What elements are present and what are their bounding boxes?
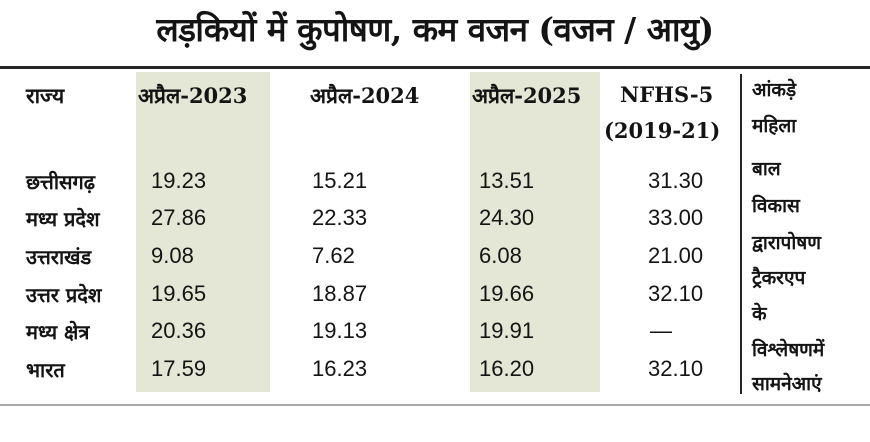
header-state: राज्य — [26, 83, 65, 108]
value-april-2024: 16.23 — [312, 356, 368, 381]
value-nfhs5: 21.00 — [648, 243, 704, 268]
value-nfhs5: 32.10 — [648, 356, 704, 381]
value-april-2023: 27.86 — [151, 205, 207, 230]
header-april-2023: अप्रैल-2023 — [138, 83, 248, 108]
page-title: लड़कियों में कुपोषण, कम वजन (वजन / आयु) — [156, 10, 714, 49]
column-highlight-2023 — [136, 72, 270, 392]
header-nfhs5: NFHS-5 — [620, 82, 714, 107]
state-name: उत्तर प्रदेश — [26, 283, 102, 307]
source-note-line: सामनेआएं — [752, 373, 822, 395]
value-april-2025: 13.51 — [479, 168, 535, 193]
source-note-line: बाल — [752, 158, 781, 180]
source-note-line: के — [752, 303, 767, 325]
state-name: मध्य क्षेत्र — [26, 320, 90, 344]
state-name: भारत — [26, 358, 65, 382]
source-note-line: विकास — [752, 195, 800, 217]
source-note-line: आंकड़े — [752, 79, 797, 101]
header-april-2024: अप्रैल-2024 — [310, 83, 420, 108]
value-april-2023: 20.36 — [151, 318, 207, 343]
value-april-2025: 19.91 — [479, 318, 535, 343]
value-april-2023: 19.65 — [151, 281, 207, 306]
header-nfhs5-years: (2019-21) — [604, 118, 721, 143]
value-nfhs5: 31.30 — [648, 168, 704, 193]
value-april-2025: 16.20 — [479, 356, 535, 381]
header-april-2025: अप्रैल-2025 — [472, 83, 582, 108]
value-april-2023: 19.23 — [151, 168, 207, 193]
value-april-2023: 17.59 — [151, 356, 207, 381]
bottom-divider — [0, 404, 870, 406]
top-divider — [0, 66, 870, 69]
source-divider — [740, 74, 742, 394]
column-highlight-2025 — [470, 72, 600, 392]
value-nfhs5: 33.00 — [648, 205, 704, 230]
value-april-2024: 18.87 — [312, 281, 368, 306]
state-name: उत्तराखंड — [26, 245, 92, 269]
source-note-line: महिला — [752, 115, 797, 137]
value-april-2025: 24.30 — [479, 205, 535, 230]
value-april-2024: 19.13 — [312, 318, 368, 343]
value-april-2023: 9.08 — [151, 243, 194, 268]
value-april-2024: 15.21 — [312, 168, 368, 193]
state-name: मध्य प्रदेश — [26, 207, 100, 231]
value-april-2025: 19.66 — [479, 281, 535, 306]
source-note-line: विश्लेषणमें — [752, 339, 825, 361]
state-name: छत्तीसगढ़ — [26, 170, 96, 194]
value-april-2024: 22.33 — [312, 205, 368, 230]
value-april-2024: 7.62 — [312, 243, 355, 268]
source-note-line: ट्रैकरएप — [752, 267, 806, 289]
value-nfhs5: — — [650, 318, 672, 343]
value-april-2025: 6.08 — [479, 243, 522, 268]
source-note-line: द्वारापोषण — [752, 232, 821, 254]
value-nfhs5: 32.10 — [648, 281, 704, 306]
